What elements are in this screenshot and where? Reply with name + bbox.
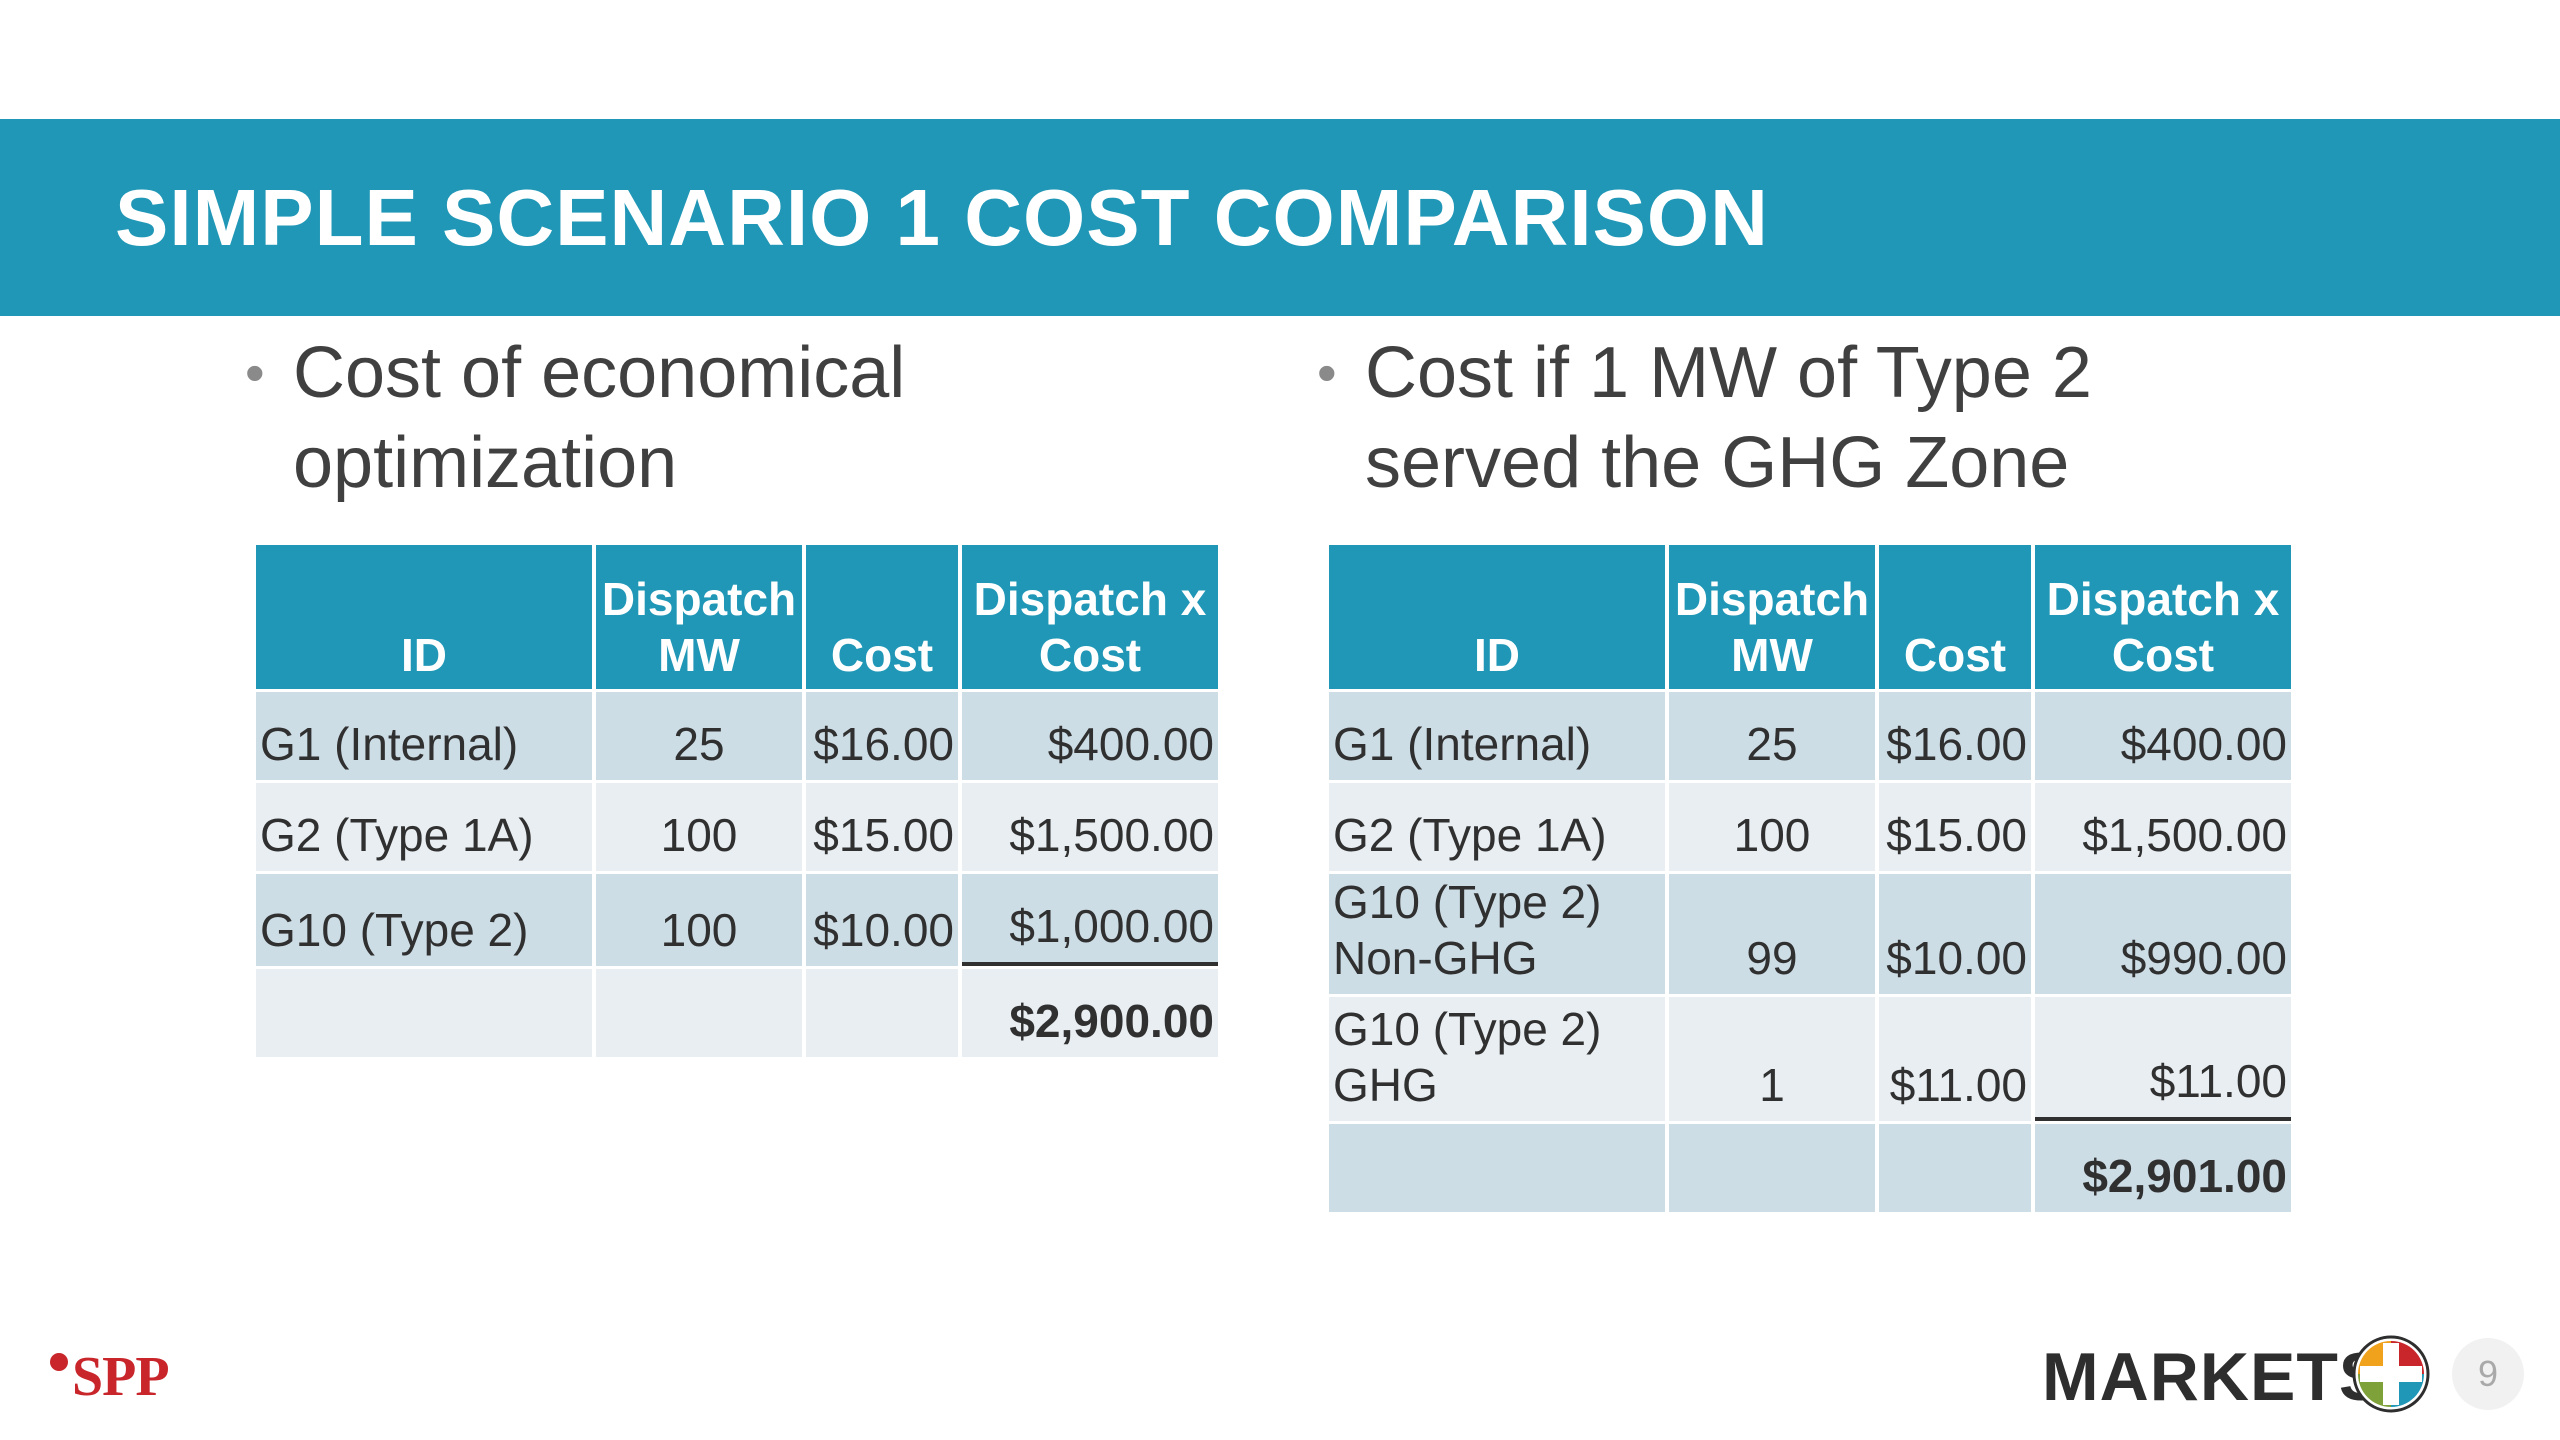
cell-id: G2 (Type 1A) bbox=[256, 783, 592, 871]
table-row: G2 (Type 1A) 100 $15.00 $1,500.00 bbox=[1329, 783, 2291, 871]
header-dispatch-x-cost: Dispatch x Cost bbox=[2035, 545, 2291, 689]
cell-mw: 1 bbox=[1669, 997, 1875, 1121]
cell-mw: 100 bbox=[596, 874, 802, 966]
table-header-row: ID Dispatch MW Cost Dispatch x Cost bbox=[256, 545, 1218, 689]
table-row: G10 (Type 2) Non-GHG 99 $10.00 $990.00 bbox=[1329, 874, 2291, 994]
cell-dxc: $400.00 bbox=[962, 692, 1218, 780]
markets-brand: MARKETS bbox=[2042, 1339, 2386, 1415]
cell-mw: 25 bbox=[596, 692, 802, 780]
slide-title: SIMPLE SCENARIO 1 COST COMPARISON bbox=[115, 173, 1769, 262]
cell-id: G10 (Type 2) Non-GHG bbox=[1329, 874, 1665, 994]
cell-mw: 100 bbox=[596, 783, 802, 871]
header-cost: Cost bbox=[806, 545, 958, 689]
cell-dxc: $400.00 bbox=[2035, 692, 2291, 780]
cell-dxc: $1,500.00 bbox=[2035, 783, 2291, 871]
total-value: $2,901.00 bbox=[2035, 1124, 2291, 1212]
table-row: G1 (Internal) 25 $16.00 $400.00 bbox=[1329, 692, 2291, 780]
empty-cell bbox=[1669, 1124, 1875, 1212]
table-header-row: ID Dispatch MW Cost Dispatch x Cost bbox=[1329, 545, 2291, 689]
right-cost-table: ID Dispatch MW Cost Dispatch x Cost G1 (… bbox=[1325, 542, 2295, 1215]
empty-cell bbox=[256, 969, 592, 1057]
spp-logo-text: SPP bbox=[72, 1346, 170, 1408]
total-value: $2,900.00 bbox=[962, 969, 1218, 1057]
cell-cost: $15.00 bbox=[1879, 783, 2031, 871]
cell-mw: 25 bbox=[1669, 692, 1875, 780]
header-id: ID bbox=[256, 545, 592, 689]
bullet-dot-icon: • bbox=[245, 341, 265, 404]
cell-cost: $10.00 bbox=[806, 874, 958, 966]
markets-plus-icon bbox=[2352, 1335, 2430, 1413]
table-total-row: $2,901.00 bbox=[1329, 1124, 2291, 1212]
table-row: G10 (Type 2) 100 $10.00 $1,000.00 bbox=[256, 874, 1218, 966]
cell-dxc: $1,500.00 bbox=[962, 783, 1218, 871]
cell-dxc: $990.00 bbox=[2035, 874, 2291, 994]
empty-cell bbox=[1879, 1124, 2031, 1212]
cell-mw: 100 bbox=[1669, 783, 1875, 871]
header-dispatch-x-cost: Dispatch x Cost bbox=[962, 545, 1218, 689]
cell-cost: $15.00 bbox=[806, 783, 958, 871]
empty-cell bbox=[1329, 1124, 1665, 1212]
cell-cost: $10.00 bbox=[1879, 874, 2031, 994]
table-row: G2 (Type 1A) 100 $15.00 $1,500.00 bbox=[256, 783, 1218, 871]
header-dispatch-mw: Dispatch MW bbox=[596, 545, 802, 689]
right-bullet-text: Cost if 1 MW of Type 2 served the GHG Zo… bbox=[1365, 333, 2092, 503]
empty-cell bbox=[596, 969, 802, 1057]
right-bullet: • Cost if 1 MW of Type 2 served the GHG … bbox=[1317, 328, 2092, 508]
cell-mw: 99 bbox=[1669, 874, 1875, 994]
left-bullet: • Cost of economical optimization bbox=[245, 328, 906, 508]
cell-id: G10 (Type 2) bbox=[256, 874, 592, 966]
spp-logo-mark-icon bbox=[50, 1353, 68, 1371]
cell-dxc: $1,000.00 bbox=[962, 874, 1218, 966]
header-dispatch-mw: Dispatch MW bbox=[1669, 545, 1875, 689]
page-number: 9 bbox=[2452, 1338, 2524, 1410]
left-cost-table: ID Dispatch MW Cost Dispatch x Cost G1 (… bbox=[252, 542, 1222, 1060]
bullet-dot-icon: • bbox=[1317, 341, 1337, 404]
cell-id: G1 (Internal) bbox=[1329, 692, 1665, 780]
cell-cost: $16.00 bbox=[1879, 692, 2031, 780]
table-row: G1 (Internal) 25 $16.00 $400.00 bbox=[256, 692, 1218, 780]
empty-cell bbox=[806, 969, 958, 1057]
left-bullet-text: Cost of economical optimization bbox=[293, 333, 906, 503]
spp-logo: SPP bbox=[50, 1345, 170, 1409]
header-id: ID bbox=[1329, 545, 1665, 689]
table-total-row: $2,900.00 bbox=[256, 969, 1218, 1057]
cell-cost: $11.00 bbox=[1879, 997, 2031, 1121]
cell-id: G10 (Type 2) GHG bbox=[1329, 997, 1665, 1121]
cell-id: G2 (Type 1A) bbox=[1329, 783, 1665, 871]
cell-cost: $16.00 bbox=[806, 692, 958, 780]
header-cost: Cost bbox=[1879, 545, 2031, 689]
cell-dxc: $11.00 bbox=[2035, 997, 2291, 1121]
title-bar: SIMPLE SCENARIO 1 COST COMPARISON bbox=[0, 119, 2560, 316]
cell-id: G1 (Internal) bbox=[256, 692, 592, 780]
table-row: G10 (Type 2) GHG 1 $11.00 $11.00 bbox=[1329, 997, 2291, 1121]
